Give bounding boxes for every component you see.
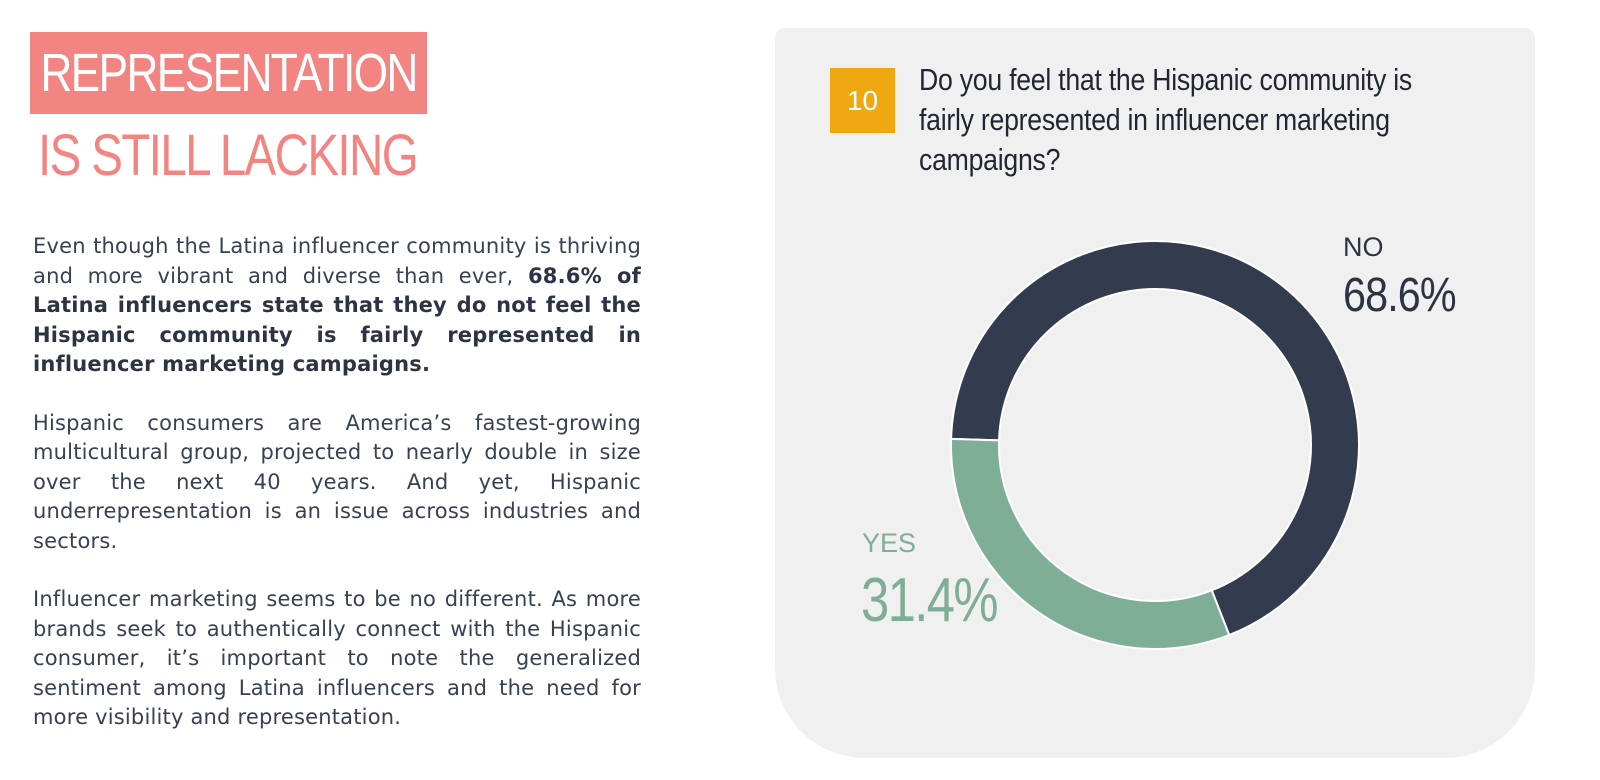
legend-label-no: NO <box>1343 232 1384 262</box>
paragraph-1-highlight: 68.6% of Latina influencers state that t… <box>33 263 641 377</box>
data-label-no: 68.6% <box>1343 269 1457 322</box>
question-number-badge: 10 <box>830 68 895 133</box>
headline-line-2: IS STILL LACKING <box>38 123 419 188</box>
headline-banner: REPRESENTATION <box>30 32 427 114</box>
data-label-yes: 31.4% <box>861 566 999 635</box>
paragraph-1-intro: Even though the Latina influencer commun… <box>33 234 641 288</box>
donut-chart <box>950 240 1360 650</box>
question-text: Do you feel that the Hispanic community … <box>919 62 1412 177</box>
donut-slice-no <box>950 240 1360 637</box>
paragraph-2: Hispanic consumers are America’s fastest… <box>33 410 641 553</box>
paragraph-1: Even though the Latina influencer commun… <box>33 232 641 380</box>
legend-label-yes: YES <box>862 528 917 558</box>
body-text: Even though the Latina influencer commun… <box>33 232 641 762</box>
headline-line-1: REPRESENTATION <box>40 43 418 103</box>
donut-slice-yes <box>950 437 1231 650</box>
paragraph-3: Influencer marketing seems to be no diff… <box>33 587 641 729</box>
